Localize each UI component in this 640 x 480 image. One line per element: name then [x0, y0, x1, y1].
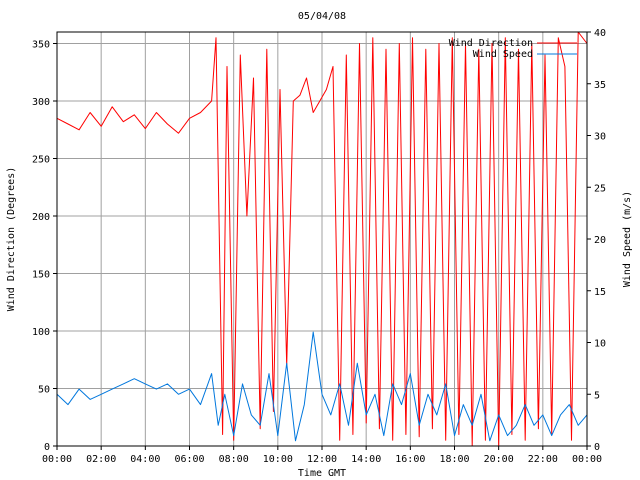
- y-right-tick-label: 40: [594, 28, 606, 39]
- x-tick-label: 00:00: [572, 454, 602, 465]
- y-left-tick-label: 350: [32, 40, 50, 51]
- series-layer: [56, 31, 588, 447]
- y-left-tick-label: 100: [32, 327, 50, 338]
- right-axis: 0 5 10 15 20 25 30 35 40: [587, 28, 606, 453]
- y-right-tick-label: 30: [594, 132, 606, 143]
- x-tick-label: 18:00: [439, 454, 469, 465]
- x-tick-label: 14:00: [351, 454, 381, 465]
- x-tick-label: 08:00: [219, 454, 249, 465]
- y-axis-right-label: Wind Speed (m/s): [622, 191, 633, 287]
- y-left-tick-label: 0: [44, 442, 50, 453]
- legend-label: Wind Direction: [449, 38, 533, 49]
- x-tick-label: 06:00: [174, 454, 204, 465]
- y-right-tick-label: 10: [594, 339, 606, 350]
- legend-label: Wind Speed: [473, 49, 533, 60]
- y-axis-left-label: Wind Direction (Degrees): [6, 167, 17, 312]
- grid: [56, 32, 588, 447]
- y-left-tick-label: 50: [38, 385, 50, 396]
- y-right-tick-label: 15: [594, 287, 606, 298]
- x-tick-label: 10:00: [263, 454, 293, 465]
- y-right-tick-label: 5: [594, 390, 600, 401]
- x-axis: 00:00 02:00 04:00 06:00 08:00 10:00 12:00 14:00…: [42, 446, 602, 465]
- y-left-tick-label: 200: [32, 212, 50, 223]
- x-tick-label: 20:00: [484, 454, 514, 465]
- x-tick-label: 00:00: [42, 454, 72, 465]
- left-axis: 0 50 100 150 200 250 300 350: [32, 40, 57, 453]
- series-line-wind-speed: [56, 331, 588, 442]
- y-left-tick-label: 300: [32, 97, 50, 108]
- x-tick-label: 12:00: [307, 454, 337, 465]
- x-axis-label: Time GMT: [298, 468, 346, 479]
- series-line-wind-direction: [56, 31, 588, 447]
- y-right-tick-label: 0: [594, 442, 600, 453]
- y-left-tick-label: 150: [32, 270, 50, 281]
- y-right-tick-label: 25: [594, 183, 606, 194]
- y-right-tick-label: 35: [594, 80, 606, 91]
- x-tick-label: 02:00: [86, 454, 116, 465]
- x-tick-label: 16:00: [395, 454, 425, 465]
- x-tick-label: 04:00: [130, 454, 160, 465]
- x-tick-label: 22:00: [528, 454, 558, 465]
- y-left-tick-label: 250: [32, 155, 50, 166]
- chart-title: 05/04/08: [298, 11, 346, 22]
- y-right-tick-label: 20: [594, 235, 606, 246]
